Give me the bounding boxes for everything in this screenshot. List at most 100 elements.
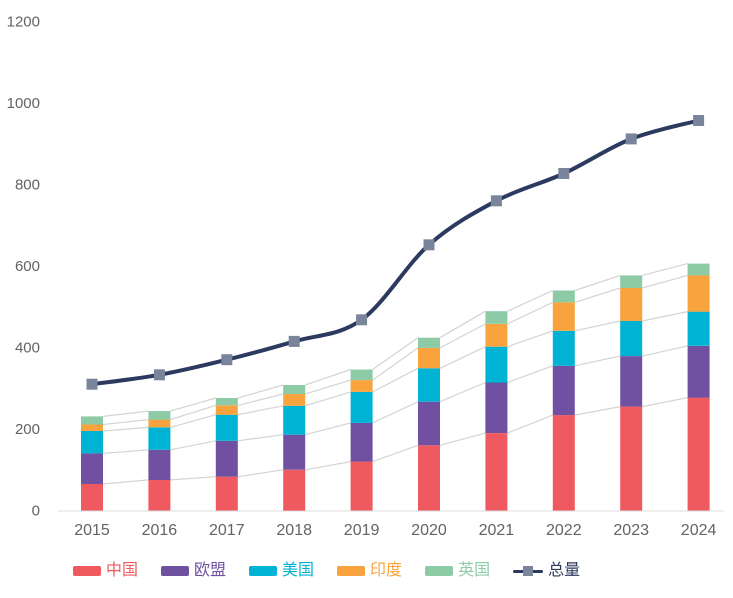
bar-segment-美国-2017[interactable] — [215, 414, 238, 441]
legend-item-英国[interactable]: 英国 — [425, 563, 490, 579]
bars — [81, 263, 710, 511]
connector-line — [305, 368, 351, 386]
bar-segment-印度-2016[interactable] — [148, 419, 171, 428]
bar-segment-英国-2024[interactable] — [687, 263, 710, 276]
total-marker-2020[interactable] — [423, 239, 435, 251]
y-tick-label-200: 200 — [15, 421, 40, 438]
total-marker-2015[interactable] — [86, 378, 98, 390]
bar-segment-印度-2020[interactable] — [418, 347, 440, 369]
bar-segment-欧盟-2018[interactable] — [283, 434, 306, 470]
total-marker-2023[interactable] — [625, 133, 637, 145]
bar-segment-中国-2022[interactable] — [552, 415, 575, 511]
connector-line — [372, 337, 419, 370]
x-tick-label-2019: 2019 — [344, 522, 380, 539]
bar-segment-欧盟-2015[interactable] — [81, 453, 103, 484]
bar-segment-美国-2015[interactable] — [81, 431, 103, 454]
legend-item-欧盟[interactable]: 欧盟 — [161, 563, 226, 579]
bar-segment-印度-2015[interactable] — [81, 424, 103, 432]
legend-swatch-icon — [249, 566, 278, 576]
bar-segment-欧盟-2023[interactable] — [620, 356, 643, 407]
legend-item-印度[interactable]: 印度 — [337, 563, 402, 579]
chart-legend: 中国 欧盟 美国 印度 英国 总量 — [73, 563, 580, 579]
legend-label: 总量 — [548, 562, 581, 579]
bar-segment-欧盟-2016[interactable] — [148, 449, 171, 480]
bar-segment-英国-2023[interactable] — [620, 275, 643, 288]
total-marker-2016[interactable] — [153, 369, 165, 381]
y-tick-label-1000: 1000 — [7, 95, 40, 112]
connector-line — [305, 461, 351, 471]
bar-segment-中国-2020[interactable] — [418, 445, 440, 511]
connector-line — [372, 401, 419, 424]
total-line-markers — [86, 115, 705, 390]
bar-segment-欧盟-2021[interactable] — [485, 382, 508, 434]
bar-segment-中国-2021[interactable] — [485, 433, 508, 511]
bar-segment-印度-2023[interactable] — [620, 288, 643, 321]
bar-segment-英国-2021[interactable] — [485, 311, 508, 324]
bar-segment-美国-2020[interactable] — [418, 368, 440, 402]
connector-line — [170, 440, 216, 451]
connector-line — [170, 397, 216, 412]
bar-segment-美国-2018[interactable] — [283, 405, 306, 435]
total-marker-2018[interactable] — [288, 335, 300, 347]
bar-segment-欧盟-2019[interactable] — [350, 422, 373, 462]
bar-segment-英国-2019[interactable] — [350, 369, 373, 381]
bar-segment-印度-2022[interactable] — [552, 302, 575, 331]
bar-segment-英国-2018[interactable] — [283, 385, 306, 394]
bar-segment-中国-2024[interactable] — [687, 397, 710, 511]
total-marker-2017[interactable] — [221, 354, 233, 366]
bar-segment-欧盟-2020[interactable] — [418, 401, 440, 446]
bar-segment-印度-2017[interactable] — [215, 405, 238, 415]
legend-swatch-icon — [161, 566, 190, 576]
legend-item-中国[interactable]: 中国 — [73, 563, 138, 579]
bar-segment-中国-2017[interactable] — [215, 476, 238, 511]
connector-line — [439, 310, 486, 339]
x-tick-label-2020: 2020 — [411, 522, 447, 539]
total-marker-2022[interactable] — [558, 168, 570, 179]
bar-segment-英国-2015[interactable] — [81, 416, 103, 425]
bar-segment-欧盟-2022[interactable] — [552, 365, 575, 416]
bar-segment-印度-2021[interactable] — [485, 323, 508, 347]
bar-segment-印度-2019[interactable] — [350, 380, 373, 392]
bar-segment-美国-2023[interactable] — [620, 321, 643, 356]
total-marker-2019[interactable] — [356, 314, 368, 326]
connector-line — [372, 367, 419, 393]
bar-segment-中国-2018[interactable] — [283, 469, 306, 511]
bar-segment-欧盟-2017[interactable] — [215, 440, 238, 477]
bar-segment-美国-2022[interactable] — [552, 330, 575, 366]
bar-segment-欧盟-2024[interactable] — [687, 345, 710, 398]
x-tick-label-2015: 2015 — [74, 522, 110, 539]
bar-segment-美国-2021[interactable] — [485, 346, 508, 383]
connector-line — [574, 287, 621, 303]
total-marker-2021[interactable] — [490, 195, 502, 207]
legend-item-美国[interactable]: 美国 — [249, 563, 314, 579]
bar-segment-英国-2016[interactable] — [148, 411, 171, 420]
connector-line — [574, 355, 621, 367]
total-line[interactable] — [90, 118, 701, 387]
total-marker-2024[interactable] — [693, 115, 705, 126]
legend-item-总量[interactable]: 总量 — [513, 563, 580, 579]
bar-segment-中国-2016[interactable] — [148, 479, 171, 511]
bar-segment-英国-2017[interactable] — [215, 398, 238, 406]
bar-segment-英国-2020[interactable] — [418, 337, 440, 348]
bar-segment-中国-2019[interactable] — [350, 461, 373, 511]
bar-segment-印度-2018[interactable] — [283, 394, 306, 406]
connector-line — [237, 434, 284, 442]
connector-line — [170, 476, 216, 481]
connector-line — [372, 444, 419, 463]
bar-segment-美国-2016[interactable] — [148, 427, 171, 450]
bar-segment-中国-2015[interactable] — [81, 484, 103, 511]
bar-segment-美国-2019[interactable] — [350, 391, 373, 423]
bar-segment-中国-2023[interactable] — [620, 406, 643, 511]
bar-segment-印度-2024[interactable] — [687, 275, 710, 312]
connector-line — [507, 330, 553, 348]
bar-segment-美国-2024[interactable] — [687, 311, 710, 346]
connector-line — [642, 274, 688, 289]
bar-segment-英国-2022[interactable] — [552, 290, 575, 303]
connector-line — [574, 274, 621, 292]
legend-label: 美国 — [282, 562, 315, 579]
connector-line — [507, 414, 554, 434]
connector-line — [237, 405, 284, 416]
connector-line — [102, 426, 149, 432]
legend-label: 欧盟 — [194, 562, 227, 579]
